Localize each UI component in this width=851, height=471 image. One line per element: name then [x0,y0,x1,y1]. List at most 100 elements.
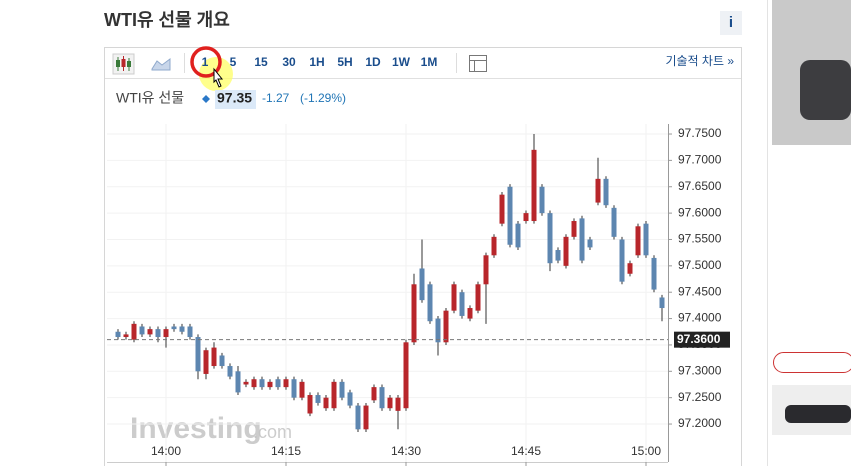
candle-body [508,187,513,245]
y-tick-label: 97.2000 [678,416,722,430]
candle-body [212,348,217,366]
ad-button[interactable] [774,353,851,373]
candle-body [412,284,417,342]
candle-body [636,226,641,255]
candle-body [300,382,305,398]
candle-body [276,379,281,387]
candle-body [260,379,265,387]
candle-body [220,355,225,366]
candle-body [476,284,481,310]
ad-car [800,60,851,120]
candle-body [308,395,313,413]
candle-body [340,382,345,398]
y-tick-label: 97.3000 [678,363,722,377]
candle-body [332,382,337,408]
candle-body [364,406,369,430]
candle-body [436,319,441,343]
y-tick-label: 97.6500 [678,179,722,193]
quote-change: -1.27 [262,91,290,105]
candle-body [180,326,185,331]
candle-body [564,237,569,266]
candle-body [132,324,137,340]
watermark-brand: Investing [130,412,262,445]
candle-body [204,350,209,374]
interval-button[interactable]: 1H [309,55,324,69]
y-tick-label: 97.7500 [678,126,722,140]
candle-body [148,329,153,334]
info-icon: i [729,14,733,31]
quote-name: WTI유 선물 [116,90,184,106]
candle-body [316,395,321,403]
candle-body [588,239,593,247]
quote-change-percent: (-1.29%) [300,91,346,105]
candle-body [620,239,625,281]
interval-button[interactable]: 5H [337,55,352,69]
candle-body [124,334,129,337]
candle-body [452,284,457,310]
candle-body [292,379,297,397]
candle-body [372,387,377,400]
candle-body [652,258,657,290]
technical-chart-link[interactable]: 기술적 차트 » [665,54,734,68]
candle-body [388,398,393,409]
candle-body [524,213,529,221]
x-tick-label: 14:15 [271,444,301,458]
table-icon[interactable] [470,56,487,72]
widget-title: WTI유 선물 개요 [104,10,230,30]
candle-body [644,224,649,256]
y-tick-label: 97.7000 [678,153,722,167]
y-tick-label: 97.2500 [678,390,722,404]
interval-button[interactable]: 5 [230,55,237,69]
ad-car-2 [785,405,851,423]
candle-body [492,237,497,255]
quote-price: 97.35 [217,90,252,106]
candle-body [164,329,169,337]
candle-body [548,213,553,263]
x-tick-label: 15:00 [631,444,661,458]
candle-body [604,179,609,205]
candle-body [628,263,633,274]
interval-button[interactable]: 1 [202,55,209,69]
last-price-label: 97.3600 [677,332,721,346]
candle-body [484,255,489,284]
candle-body [356,406,361,430]
candle-body [396,398,401,411]
candle-body [380,387,385,408]
candle-body [348,392,353,405]
interval-button[interactable]: 1D [365,55,381,69]
x-tick-label: 14:45 [511,444,541,458]
candle-body [268,382,273,387]
candle-body [612,208,617,237]
candle-icon[interactable] [113,54,134,74]
candle-body [284,379,289,387]
candle-body [428,284,433,321]
candle-body [196,337,201,371]
interval-button[interactable]: 30 [282,55,296,69]
y-tick-label: 97.5500 [678,232,722,246]
y-tick-label: 97.4000 [678,311,722,325]
candle-body [252,379,257,387]
candle-body [460,292,465,316]
candle-body [660,297,665,308]
candle-body [324,398,329,409]
interval-button[interactable]: 1W [392,55,411,69]
interval-button[interactable]: 1M [421,55,438,69]
candle-body [572,221,577,237]
candle-body [140,326,145,334]
candle-body [420,268,425,300]
candle-body [244,382,249,385]
candle-body [556,250,561,261]
candle-body [500,195,505,224]
candle-body [444,311,449,343]
candle-body [236,371,241,392]
candle-body [172,326,177,329]
candle-body [532,150,537,221]
candle-body [188,326,193,337]
candle-body [228,366,233,377]
y-tick-label: 97.5000 [678,258,722,272]
interval-button[interactable]: 15 [254,55,268,69]
candle-body [540,187,545,213]
x-tick-label: 14:30 [391,444,421,458]
